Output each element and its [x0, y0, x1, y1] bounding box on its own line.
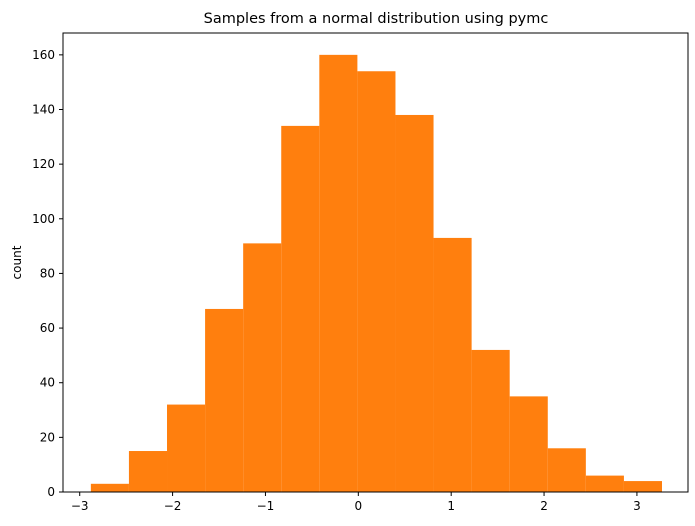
x-tick-label: 2 [540, 499, 548, 513]
y-tick-label: 60 [40, 321, 55, 335]
histogram-bar [167, 404, 206, 492]
histogram-bar [205, 308, 244, 492]
y-axis-ticks: 0 20 40 60 80 100 120 140 160 [32, 48, 63, 499]
y-tick-label: 100 [32, 212, 55, 226]
histogram-bar [433, 237, 472, 492]
y-axis-label: count [10, 245, 24, 279]
x-tick-label: −3 [71, 499, 89, 513]
histogram-bar [281, 125, 320, 493]
histogram-bars [90, 54, 662, 493]
histogram-bar [471, 349, 510, 492]
x-tick-label: −1 [257, 499, 275, 513]
x-tick-label: 3 [633, 499, 641, 513]
histogram-bar [128, 451, 168, 492]
histogram-bar [623, 481, 662, 492]
histogram-bar [547, 448, 586, 492]
y-tick-label: 40 [40, 376, 55, 390]
y-tick-label: 140 [32, 103, 55, 117]
plot-frame [62, 32, 689, 493]
histogram-bar [90, 483, 129, 492]
x-axis-ticks: −3 −2 −1 0 1 2 3 [71, 492, 641, 513]
histogram-bar [509, 396, 548, 492]
histogram-bar [585, 475, 624, 492]
histogram-bar [395, 114, 434, 492]
y-tick-label: 0 [47, 485, 55, 499]
histogram-bar [357, 71, 396, 492]
chart-title: Samples from a normal distribution using… [204, 11, 549, 27]
y-tick-label: 20 [40, 430, 55, 444]
histogram-bar [243, 243, 282, 492]
x-tick-label: 0 [354, 499, 362, 513]
y-tick-label: 80 [40, 266, 55, 280]
y-tick-label: 120 [32, 157, 55, 171]
histogram-bar [319, 54, 358, 492]
x-tick-label: 1 [447, 499, 455, 513]
y-tick-label: 160 [32, 48, 55, 62]
x-tick-label: −2 [164, 499, 182, 513]
